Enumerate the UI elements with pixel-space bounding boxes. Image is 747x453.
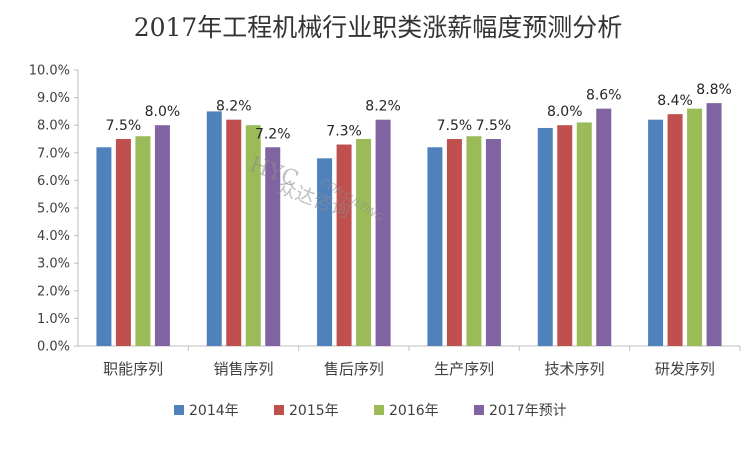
chart-legend: 2014年 2015年 2016年 2017年预计 [174, 403, 567, 419]
bar-0-2 [135, 136, 151, 346]
bar-3-1 [446, 139, 462, 346]
bar-5-1 [667, 114, 683, 346]
data-label: 8.2% [365, 99, 401, 115]
bar-2-0 [317, 158, 333, 346]
y-tick-label: 5.0% [37, 202, 70, 217]
y-tick-label: 1.0% [37, 312, 70, 327]
data-label: 8.2% [216, 99, 252, 115]
x-tick-label: 职能序列 [103, 360, 163, 378]
y-tick-label: 2.0% [37, 284, 70, 299]
bar-1-2 [245, 125, 261, 346]
data-label: 8.0% [547, 104, 583, 120]
data-label: 7.5% [476, 118, 512, 134]
x-tick-label: 售后序列 [324, 360, 384, 378]
y-tick-label: 8.0% [37, 119, 70, 134]
bar-2-1 [336, 144, 352, 346]
data-label: 8.6% [586, 88, 622, 104]
y-tick-label: 4.0% [37, 229, 70, 244]
legend-swatch-2 [374, 405, 384, 415]
bar-4-2 [576, 122, 592, 346]
y-tick-label: 9.0% [37, 91, 70, 106]
data-label: 8.8% [696, 82, 732, 98]
data-label: 8.4% [657, 93, 693, 109]
x-tick-label: 研发序列 [655, 360, 715, 378]
x-tick-label: 销售序列 [213, 360, 273, 378]
y-tick-label: 6.0% [37, 174, 70, 189]
legend-label-2: 2016年 [389, 403, 439, 419]
plot-area: 0.0% 1.0% 2.0% 3.0% 4.0% 5.0% 6.0% 7.0% 8.0% 9.0%… [29, 64, 741, 378]
bar-3-2 [466, 136, 482, 346]
bar-5-0 [648, 119, 664, 347]
legend-swatch-1 [274, 405, 284, 415]
bar-1-1 [226, 119, 242, 347]
bar-4-3 [596, 108, 612, 346]
data-label: 7.3% [326, 124, 362, 140]
bar-0-1 [115, 139, 131, 346]
legend-label-0: 2014年 [189, 403, 239, 419]
x-tick-label: 技术序列 [544, 360, 604, 378]
bar-2-2 [356, 139, 372, 346]
data-label: 8.0% [145, 104, 181, 120]
y-tick-label: 3.0% [37, 257, 70, 272]
bar-0-0 [96, 147, 112, 346]
x-tick-label: 生产序列 [434, 360, 494, 378]
bar-1-3 [265, 147, 281, 346]
data-label: 7.2% [255, 126, 291, 142]
bar-4-1 [557, 125, 573, 346]
bar-5-2 [687, 108, 703, 346]
legend-swatch-3 [474, 405, 484, 415]
legend-label-1: 2015年 [289, 403, 339, 419]
chart-title: 2017年工程机械行业职类涨薪幅度预测分析 [134, 13, 623, 42]
legend-label-3: 2017年预计 [489, 403, 567, 419]
bar-4-0 [537, 127, 553, 347]
y-tick-label: 7.0% [37, 146, 70, 161]
legend-swatch-0 [174, 405, 184, 415]
bar-0-3 [154, 125, 170, 346]
bar-3-3 [485, 139, 501, 346]
data-label: 7.5% [437, 118, 473, 134]
y-tick-label: 10.0% [29, 64, 70, 79]
bar-3-0 [427, 147, 443, 346]
data-label: 7.5% [106, 118, 142, 134]
bar-5-3 [706, 103, 722, 347]
bar-2-3 [375, 119, 391, 347]
bar-1-0 [206, 111, 222, 347]
y-tick-label: 0.0% [37, 340, 70, 355]
